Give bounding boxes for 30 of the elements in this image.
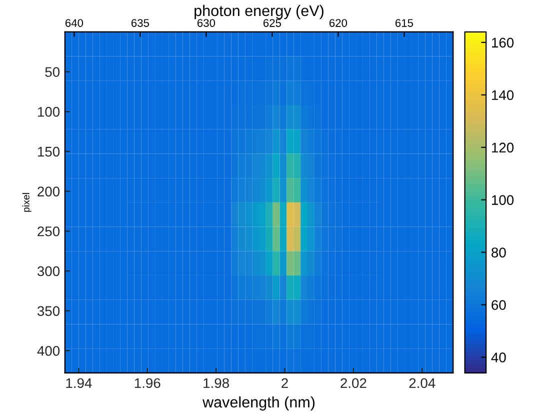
x2-tick-label: 615 [395,19,414,27]
y-tick-label: 200 [38,186,60,196]
x-tick-label: 1.98 [204,378,229,388]
color-bar-label: 120 [492,142,514,153]
y-tick-label: 100 [38,106,60,117]
y-tick-label: 350 [37,306,60,316]
y-tick-label: 150 [38,146,60,157]
x2-tick-label: 620 [329,19,348,27]
color-bar-label: 160 [492,38,514,48]
x2-tick-label: 635 [131,19,150,27]
y-tick-label: 400 [37,346,60,356]
x-tick-label: 2.02 [340,378,366,388]
color-bar-label: 140 [492,90,514,100]
x2-tick-label: 630 [197,19,216,27]
x2-axis-title: photon energy (eV) [194,4,324,20]
y-tick-label: 50 [45,67,60,77]
x-tick-label: 1.94 [66,378,92,388]
x-tick-label: 2.04 [409,378,436,388]
color-bar-label: 80 [492,248,506,258]
x-tick-label: 1.96 [134,378,160,388]
y-axis-title: pixel [22,193,32,212]
y-tick-label: 300 [37,266,60,276]
x2-tick-label: 640 [65,19,84,27]
color-bar-label: 40 [491,352,506,362]
x2-tick-label: 625 [263,19,282,27]
x-tick-label: 2 [282,378,288,388]
y-tick-label: 250 [38,226,60,236]
x-axis-title: wavelength (nm) [202,396,315,411]
color-bar-label: 60 [492,300,506,310]
color-bar-label: 100 [492,195,514,205]
